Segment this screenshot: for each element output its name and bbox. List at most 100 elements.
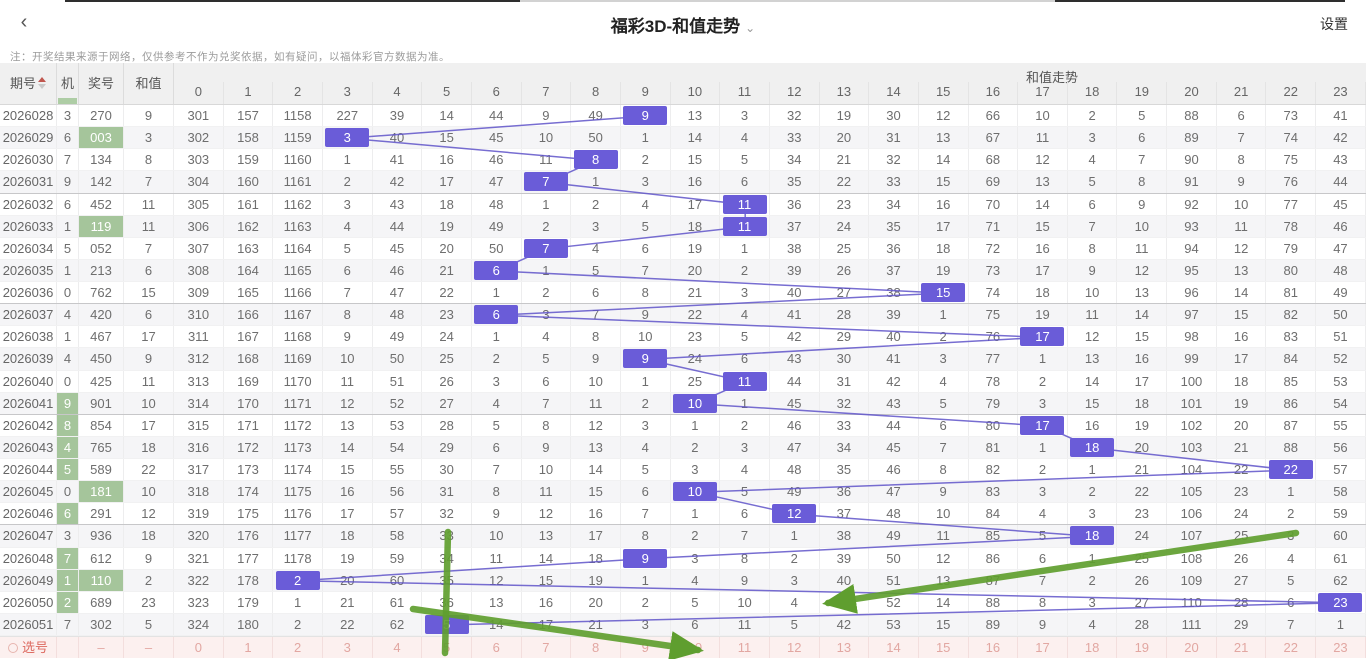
selection-sum-option[interactable]: 18 xyxy=(1068,637,1118,658)
sum-hit-cell: 3 xyxy=(325,128,370,148)
grid-cell: 12 xyxy=(1018,149,1068,171)
selection-sum-option[interactable]: 3 xyxy=(323,637,373,658)
back-icon[interactable]: ‹ xyxy=(20,11,28,33)
grid-cell: 11 xyxy=(1217,215,1267,237)
grid-cell: 90 xyxy=(1167,149,1217,171)
grid-cell: 49 xyxy=(373,326,423,348)
title-wrap[interactable]: 福彩3D-和值走势 ⌄ xyxy=(0,12,1366,37)
grid-cell: 11 xyxy=(1018,127,1068,149)
selection-sum-option[interactable]: 21 xyxy=(1217,637,1267,658)
sum-column-header: 21 xyxy=(1217,82,1267,104)
selection-sum-option[interactable]: 15 xyxy=(919,637,969,658)
grid-cell: 13 xyxy=(1217,259,1267,281)
selection-machine-cell xyxy=(57,637,79,658)
machine-cell: 6 xyxy=(57,503,79,525)
grid-cell: 10 xyxy=(1117,215,1168,237)
sum-cell: 11 xyxy=(124,193,174,215)
selection-sum-option[interactable]: 2 xyxy=(273,637,323,658)
grid-cell: 1175 xyxy=(273,481,323,503)
grid-cell: 5 xyxy=(919,392,969,414)
grid-cell: 311 xyxy=(174,326,224,348)
selection-sum-option[interactable]: 11 xyxy=(720,637,770,658)
grid-cell: 22 xyxy=(1217,459,1267,481)
grid-cell: 1162 xyxy=(273,193,323,215)
sum-cell: 17 xyxy=(124,414,174,436)
selection-sum-option[interactable]: 6 xyxy=(472,637,522,658)
grid-cell: 19 xyxy=(820,105,870,127)
machine-cell: 8 xyxy=(57,414,79,436)
selection-sum-option[interactable]: 16 xyxy=(969,637,1019,658)
sum-cell: 22 xyxy=(124,459,174,481)
selection-sum-option[interactable]: 1 xyxy=(224,637,274,658)
grid-cell: 9 xyxy=(522,105,572,127)
grid-cell: 101 xyxy=(1167,392,1217,414)
chevron-down-icon: ⌄ xyxy=(745,21,756,35)
grid-cell: 20 xyxy=(323,569,373,591)
sum-hit-cell: 7 xyxy=(523,172,568,192)
grid-cell: 5 xyxy=(621,459,671,481)
grid-cell: 2 xyxy=(1266,503,1317,525)
settings-button[interactable]: 设置 xyxy=(1320,16,1348,32)
grid-cell: 3 xyxy=(522,304,572,326)
selection-radio[interactable] xyxy=(7,642,18,653)
grid-cell: 176 xyxy=(224,525,274,547)
grid-cell: 45 xyxy=(869,436,919,458)
selection-sum-option[interactable]: 19 xyxy=(1117,637,1168,658)
grid-cell: 3 xyxy=(720,105,770,127)
grid-cell: 99 xyxy=(1167,348,1217,370)
top-hairline-light-mid xyxy=(520,0,1055,2)
grid-cell: 4 xyxy=(1018,503,1068,525)
grid-cell: 27 xyxy=(422,392,472,414)
selection-sum-option[interactable]: 7 xyxy=(522,637,572,658)
grid-cell: 3 xyxy=(1068,503,1118,525)
selection-sum-option[interactable]: 0 xyxy=(174,637,224,658)
grid-cell: 12 xyxy=(770,503,820,525)
selection-sum-option[interactable]: 12 xyxy=(770,637,820,658)
grid-cell: 49 xyxy=(1316,282,1366,304)
grid-cell: 17 xyxy=(522,613,572,635)
grid-cell: 25 xyxy=(820,237,870,259)
grid-cell: 12 xyxy=(919,105,969,127)
selection-sum-option[interactable]: 23 xyxy=(1316,637,1366,658)
selection-sum-option[interactable]: 17 xyxy=(1018,637,1068,658)
selection-sum-option[interactable]: 9 xyxy=(621,637,671,658)
grid-cell: 71 xyxy=(969,215,1019,237)
sum-cell: 6 xyxy=(124,259,174,281)
grid-cell: 22 xyxy=(1117,481,1168,503)
grid-cell: 3 xyxy=(571,215,621,237)
grid-cell: 171 xyxy=(224,414,274,436)
table-row: 2026048 7 612 9 321 177 1178 19 59 34 11 14 18 9 3 8 2 39… xyxy=(0,547,1366,570)
selection-sum-option[interactable]: 22 xyxy=(1266,637,1317,658)
grid-cell: 76 xyxy=(969,326,1019,348)
grid-cell: 97 xyxy=(1167,304,1217,326)
grid-cell: 27 xyxy=(820,282,870,304)
winning-number-cell: 420 xyxy=(79,304,124,326)
selection-sum-option[interactable]: 14 xyxy=(869,637,919,658)
grid-cell: 6 xyxy=(472,436,522,458)
grid-cell: 27 xyxy=(1117,591,1168,613)
selection-sum-option[interactable]: 10 xyxy=(671,637,721,658)
grid-cell: 3 xyxy=(1068,127,1118,149)
grid-cell: 9 xyxy=(621,304,671,326)
grid-cell: 23 xyxy=(1316,591,1366,613)
winning-number-cell: 689 xyxy=(79,591,124,613)
selection-sum-option[interactable]: 8 xyxy=(571,637,621,658)
selection-sum-option[interactable]: 4 xyxy=(373,637,423,658)
selection-sum-option[interactable]: 13 xyxy=(820,637,870,658)
grid-cell: 89 xyxy=(969,613,1019,635)
grid-cell: 7 xyxy=(1068,215,1118,237)
table-row: 2026049 1 110 2 322 178 2 20 60 35 12 15 19 1 4 9 3 40 51 1… xyxy=(0,569,1366,592)
grid-cell: 100 xyxy=(1167,370,1217,392)
grid-cell: 111 xyxy=(1167,613,1217,635)
grid-cell: 35 xyxy=(869,215,919,237)
grid-cell: 18 xyxy=(919,237,969,259)
grid-cell: 30 xyxy=(422,459,472,481)
header-period[interactable]: 期号 xyxy=(0,63,57,104)
grid-cell: 6 xyxy=(323,259,373,281)
grid-cell: 58 xyxy=(1316,481,1366,503)
grid-cell: 7 xyxy=(522,171,572,193)
grid-cell: 34 xyxy=(422,547,472,569)
selection-sum-option[interactable]: 20 xyxy=(1167,637,1217,658)
selection-sum-option[interactable]: 5 xyxy=(422,637,472,658)
